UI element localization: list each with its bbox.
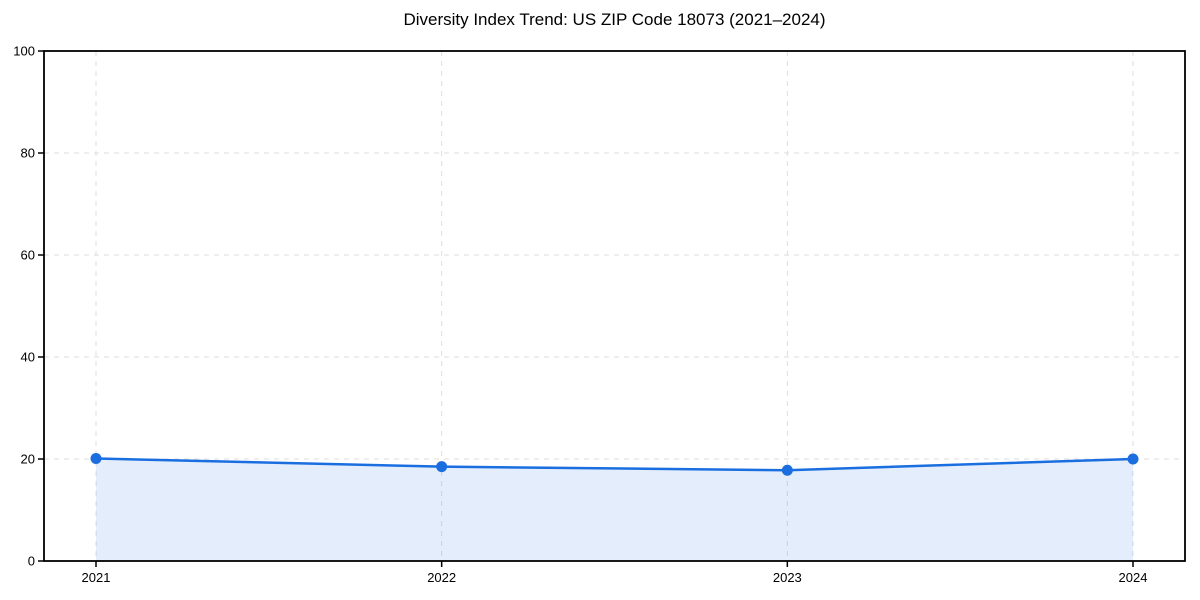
- data-point: [1127, 453, 1139, 465]
- x-axis-tick-label: 2023: [773, 570, 802, 585]
- y-axis-tick-label: 0: [28, 554, 35, 569]
- y-axis-tick-label: 100: [13, 44, 35, 59]
- y-axis-tick-label: 80: [21, 146, 35, 161]
- y-axis-tick-label: 20: [21, 452, 35, 467]
- area-fill: [96, 458, 1133, 561]
- y-axis-tick-label: 40: [21, 350, 35, 365]
- x-axis-tick-label: 2021: [82, 570, 111, 585]
- chart-title: Diversity Index Trend: US ZIP Code 18073…: [403, 10, 826, 29]
- x-axis-tick-label: 2022: [427, 570, 456, 585]
- data-point: [781, 464, 793, 476]
- y-axis-tick-label: 60: [21, 248, 35, 263]
- plot-frame: [43, 50, 1186, 562]
- data-point: [90, 452, 102, 464]
- x-axis-tick-label: 2024: [1119, 570, 1148, 585]
- data-point: [436, 461, 448, 473]
- data-line: [94, 457, 1135, 472]
